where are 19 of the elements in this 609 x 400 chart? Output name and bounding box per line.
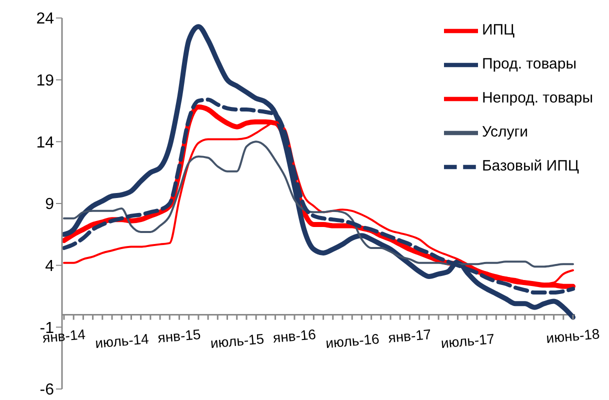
y-tick-label: 19 xyxy=(36,72,54,90)
x-tick-label: июль-16 xyxy=(325,330,380,352)
x-tick-label: янв-17 xyxy=(388,326,432,346)
legend-label: Прод. товары xyxy=(482,56,576,73)
legend-label: Непрод. товары xyxy=(482,90,593,107)
legend-label: Базовый ИПЦ xyxy=(482,158,579,175)
x-tick-label: июнь-18 xyxy=(546,325,601,346)
x-tick-label: янв-15 xyxy=(157,326,202,346)
y-tick-label: 9 xyxy=(45,196,54,214)
y-tick-label: 4 xyxy=(45,258,54,276)
y-tick-label: 14 xyxy=(36,134,54,152)
x-tick-label: июль-15 xyxy=(210,330,265,352)
x-tick-label: июль-14 xyxy=(94,330,150,352)
x-tick-label: июль-17 xyxy=(440,330,496,352)
legend-label: ИПЦ xyxy=(482,22,515,39)
legend-label: Услуги xyxy=(482,124,528,141)
y-tick-label: 24 xyxy=(36,10,54,28)
x-tick-label: янв-16 xyxy=(272,326,317,346)
y-tick-label: -6 xyxy=(40,382,54,399)
